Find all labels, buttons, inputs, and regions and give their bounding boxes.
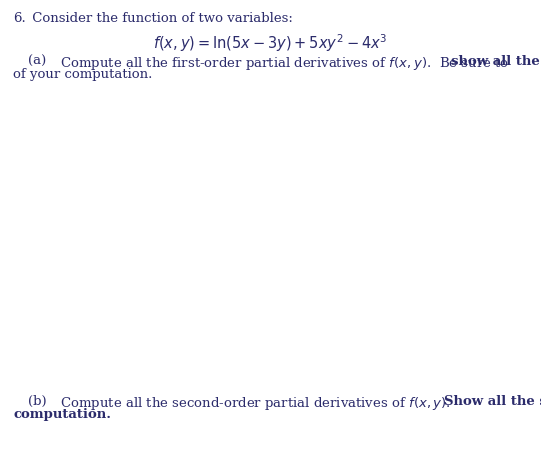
Text: Compute all the second-order partial derivatives of $f(x, y)$.: Compute all the second-order partial der…	[56, 395, 456, 412]
Text: show all the steps: show all the steps	[451, 55, 541, 68]
Text: (a): (a)	[28, 55, 46, 68]
Text: $f(x, y) = \ln(5x - 3y) + 5xy^2 - 4x^3$: $f(x, y) = \ln(5x - 3y) + 5xy^2 - 4x^3$	[153, 32, 387, 54]
Text: Compute all the first-order partial derivatives of $f(x, y)$.  Be sure to: Compute all the first-order partial deri…	[56, 55, 510, 72]
Text: Show all the steps of your: Show all the steps of your	[444, 395, 541, 408]
Text: computation.: computation.	[13, 408, 111, 421]
Text: (b): (b)	[28, 395, 47, 408]
Text: Consider the function of two variables:: Consider the function of two variables:	[28, 12, 293, 25]
Text: of your computation.: of your computation.	[13, 68, 153, 81]
Text: 6.: 6.	[13, 12, 26, 25]
